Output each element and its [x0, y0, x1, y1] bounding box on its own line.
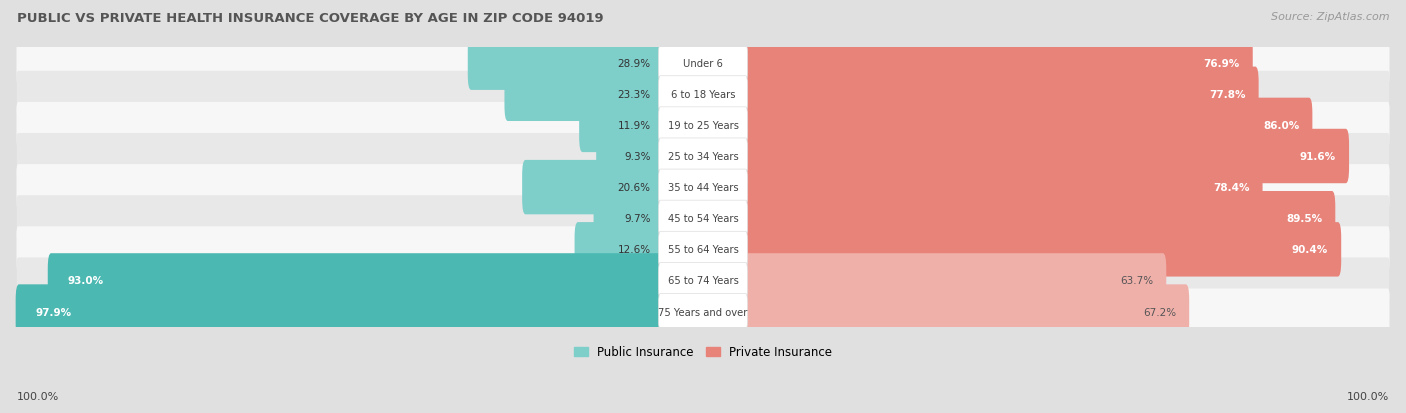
FancyBboxPatch shape: [505, 67, 664, 122]
FancyBboxPatch shape: [17, 165, 1389, 211]
Text: 20.6%: 20.6%: [617, 183, 651, 192]
Text: 100.0%: 100.0%: [17, 391, 59, 401]
Text: 9.7%: 9.7%: [624, 214, 651, 224]
FancyBboxPatch shape: [742, 285, 1189, 339]
FancyBboxPatch shape: [17, 40, 1389, 87]
FancyBboxPatch shape: [48, 254, 664, 308]
FancyBboxPatch shape: [17, 133, 1389, 180]
Text: Under 6: Under 6: [683, 59, 723, 69]
Text: 75 Years and over: 75 Years and over: [658, 307, 748, 317]
FancyBboxPatch shape: [17, 258, 1389, 304]
Text: 93.0%: 93.0%: [67, 276, 104, 286]
Text: 78.4%: 78.4%: [1213, 183, 1250, 192]
Text: 76.9%: 76.9%: [1204, 59, 1240, 69]
FancyBboxPatch shape: [593, 192, 664, 246]
Text: 91.6%: 91.6%: [1299, 152, 1336, 161]
FancyBboxPatch shape: [658, 294, 748, 330]
FancyBboxPatch shape: [522, 161, 664, 215]
FancyBboxPatch shape: [17, 196, 1389, 242]
Text: 45 to 54 Years: 45 to 54 Years: [668, 214, 738, 224]
FancyBboxPatch shape: [17, 164, 1389, 211]
Text: 77.8%: 77.8%: [1209, 90, 1246, 100]
Text: 100.0%: 100.0%: [1347, 391, 1389, 401]
FancyBboxPatch shape: [17, 227, 1389, 273]
Text: 90.4%: 90.4%: [1292, 245, 1329, 255]
Text: 25 to 34 Years: 25 to 34 Years: [668, 152, 738, 161]
Legend: Public Insurance, Private Insurance: Public Insurance, Private Insurance: [569, 341, 837, 363]
FancyBboxPatch shape: [742, 98, 1312, 153]
Text: 89.5%: 89.5%: [1286, 214, 1322, 224]
Text: 12.6%: 12.6%: [617, 245, 651, 255]
FancyBboxPatch shape: [742, 36, 1253, 91]
FancyBboxPatch shape: [658, 76, 748, 113]
Text: PUBLIC VS PRIVATE HEALTH INSURANCE COVERAGE BY AGE IN ZIP CODE 94019: PUBLIC VS PRIVATE HEALTH INSURANCE COVER…: [17, 12, 603, 25]
FancyBboxPatch shape: [658, 232, 748, 268]
FancyBboxPatch shape: [17, 288, 1389, 335]
Text: 97.9%: 97.9%: [35, 307, 72, 317]
FancyBboxPatch shape: [17, 289, 1389, 335]
Text: 6 to 18 Years: 6 to 18 Years: [671, 90, 735, 100]
FancyBboxPatch shape: [579, 98, 664, 153]
FancyBboxPatch shape: [658, 170, 748, 206]
FancyBboxPatch shape: [575, 223, 664, 277]
FancyBboxPatch shape: [742, 129, 1350, 184]
Text: 11.9%: 11.9%: [617, 121, 651, 131]
Text: 86.0%: 86.0%: [1263, 121, 1299, 131]
FancyBboxPatch shape: [658, 139, 748, 175]
FancyBboxPatch shape: [658, 201, 748, 237]
FancyBboxPatch shape: [17, 40, 1389, 86]
FancyBboxPatch shape: [468, 36, 664, 91]
Text: 19 to 25 Years: 19 to 25 Years: [668, 121, 738, 131]
FancyBboxPatch shape: [658, 108, 748, 144]
Text: 67.2%: 67.2%: [1143, 307, 1175, 317]
FancyBboxPatch shape: [658, 45, 748, 81]
FancyBboxPatch shape: [17, 195, 1389, 242]
FancyBboxPatch shape: [596, 129, 664, 184]
Text: 65 to 74 Years: 65 to 74 Years: [668, 276, 738, 286]
FancyBboxPatch shape: [17, 102, 1389, 149]
FancyBboxPatch shape: [658, 263, 748, 299]
FancyBboxPatch shape: [15, 285, 664, 339]
FancyBboxPatch shape: [17, 71, 1389, 118]
FancyBboxPatch shape: [17, 226, 1389, 273]
FancyBboxPatch shape: [17, 257, 1389, 304]
FancyBboxPatch shape: [17, 134, 1389, 180]
FancyBboxPatch shape: [17, 71, 1389, 118]
FancyBboxPatch shape: [742, 254, 1166, 308]
FancyBboxPatch shape: [17, 102, 1389, 149]
Text: 28.9%: 28.9%: [617, 59, 651, 69]
FancyBboxPatch shape: [742, 161, 1263, 215]
Text: 23.3%: 23.3%: [617, 90, 651, 100]
Text: 35 to 44 Years: 35 to 44 Years: [668, 183, 738, 192]
FancyBboxPatch shape: [742, 67, 1258, 122]
FancyBboxPatch shape: [742, 223, 1341, 277]
FancyBboxPatch shape: [742, 192, 1336, 246]
Text: 9.3%: 9.3%: [624, 152, 651, 161]
Text: 55 to 64 Years: 55 to 64 Years: [668, 245, 738, 255]
Text: Source: ZipAtlas.com: Source: ZipAtlas.com: [1271, 12, 1389, 22]
Text: 63.7%: 63.7%: [1121, 276, 1153, 286]
